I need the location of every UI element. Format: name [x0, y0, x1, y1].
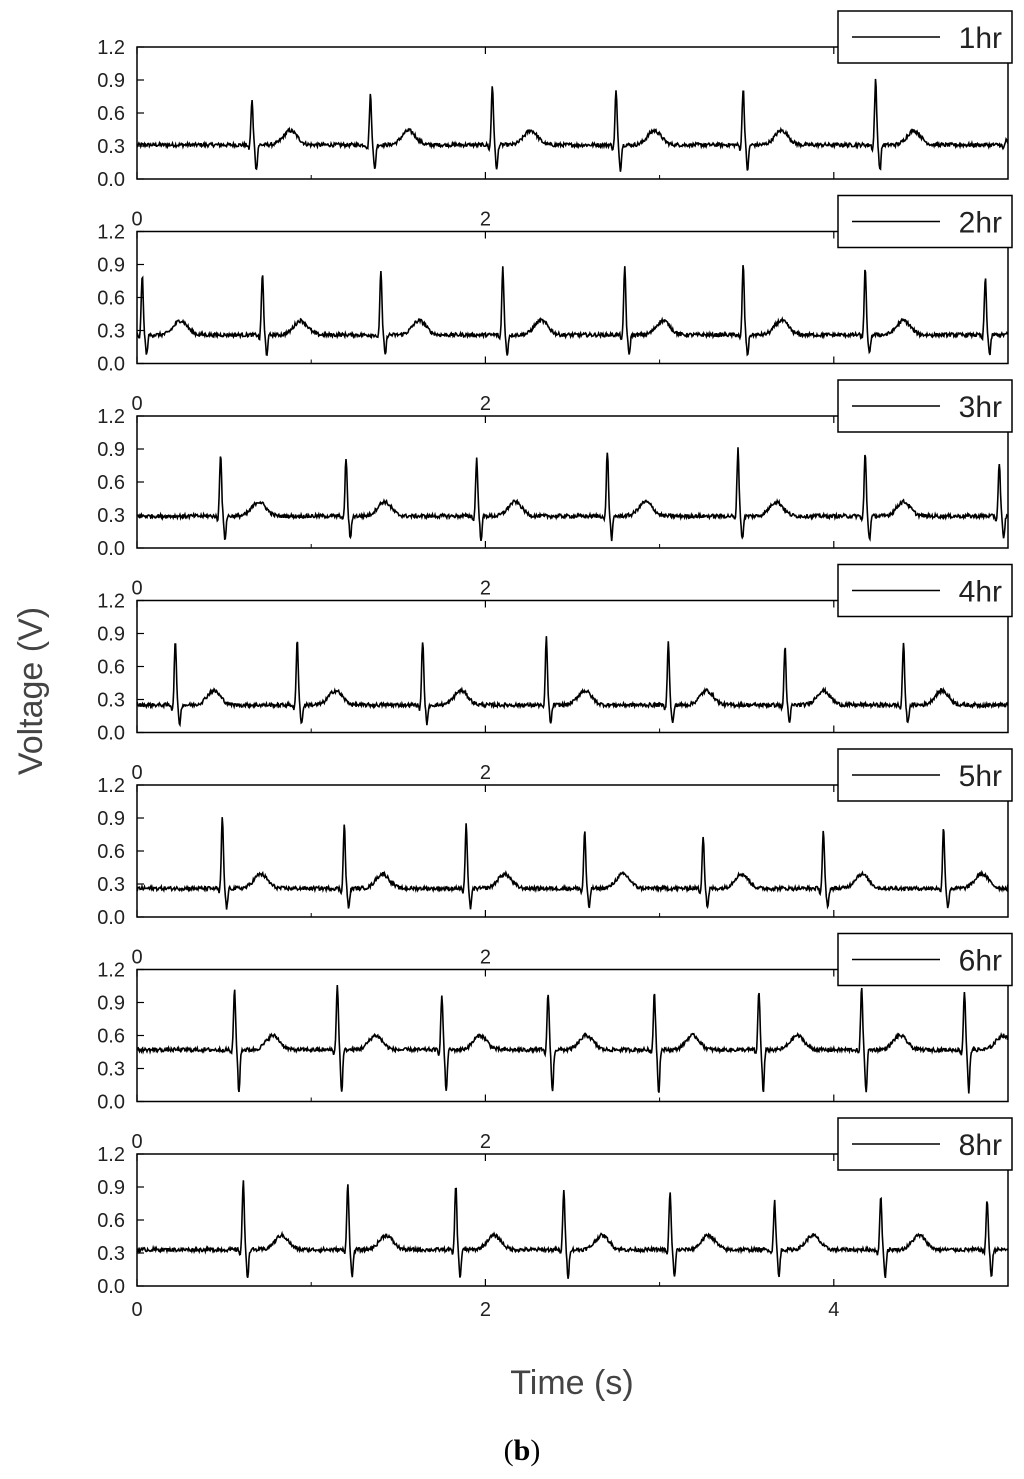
x-top-tick-label: 2 — [480, 578, 491, 600]
y-tick-label: 1.2 — [97, 775, 125, 797]
y-tick-label: 1.2 — [97, 37, 125, 59]
y-tick-label: 0.3 — [97, 505, 125, 527]
ecg-trace-5hr — [137, 817, 1008, 910]
x-top-tick-label: 0 — [131, 1131, 142, 1153]
x-top-tick-label: 2 — [480, 209, 491, 231]
panel-3hr: 0.0 0.3 0.6 0.9 1.2 0 2 3hr — [97, 379, 1013, 560]
legend-label: 2hr — [959, 207, 1002, 240]
y-tick-label: 0.0 — [97, 354, 125, 376]
legend-label: 6hr — [959, 945, 1002, 978]
y-tick-label: 0.6 — [97, 841, 125, 863]
panel-frame — [136, 415, 1009, 549]
panel-frame — [136, 968, 1009, 1103]
ecg-trace-6hr — [137, 985, 1008, 1094]
y-tick-label: 0.9 — [97, 808, 125, 830]
y-tick-label: 0.6 — [97, 472, 125, 494]
y-tick-label: 1.2 — [97, 591, 125, 613]
y-tick-label: 0.6 — [97, 657, 125, 679]
y-tick-label: 0.0 — [97, 907, 125, 929]
x-tick-label: 4 — [828, 1299, 839, 1321]
y-tick-label: 0.6 — [97, 1210, 125, 1232]
y-tick-label: 0.0 — [97, 1092, 125, 1114]
panel-8hr: 0.0 0.3 0.6 0.9 1.2 0 2 4 0 2 8hr — [97, 1117, 1013, 1321]
panel-frame — [136, 599, 1009, 734]
x-top-tick-label: 2 — [480, 393, 491, 415]
legend-label: 8hr — [959, 1129, 1002, 1162]
panel-4hr: 0.0 0.3 0.6 0.9 1.2 0 2 4hr — [97, 563, 1013, 745]
panel-1hr: 0.0 0.3 0.6 0.9 1.2 1hr — [97, 10, 1013, 191]
x-tick-label: 0 — [131, 1299, 142, 1321]
y-tick-label: 0.0 — [97, 723, 125, 745]
y-tick-label: 0.0 — [97, 538, 125, 560]
y-tick-label: 0.0 — [97, 1276, 125, 1298]
ecg-trace-4hr — [137, 636, 1008, 728]
y-tick-label: 0.3 — [97, 136, 125, 158]
x-top-tick-label: 0 — [131, 393, 142, 415]
legend-label: 1hr — [959, 22, 1002, 55]
y-tick-label: 0.6 — [97, 103, 125, 125]
y-tick-label: 0.9 — [97, 993, 125, 1015]
x-top-tick-label: 2 — [480, 1131, 491, 1153]
figure-caption: (b) — [504, 1434, 541, 1467]
y-tick-label: 1.2 — [97, 222, 125, 244]
panel-5hr: 0.0 0.3 0.6 0.9 1.2 0 2 5hr — [97, 748, 1013, 929]
y-tick-label: 1.2 — [97, 960, 125, 982]
y-tick-label: 0.3 — [97, 1059, 125, 1081]
panel-frame — [136, 1153, 1009, 1287]
y-tick-label: 0.3 — [97, 321, 125, 343]
x-top-tick-label: 2 — [480, 947, 491, 969]
panel-frame — [136, 784, 1009, 918]
ecg-trace-3hr — [137, 447, 1008, 543]
caption-open: ( — [504, 1434, 514, 1467]
y-tick-label: 1.2 — [97, 1144, 125, 1166]
y-tick-label: 0.6 — [97, 288, 125, 310]
caption-letter: b — [514, 1434, 531, 1467]
x-top-tick-label: 0 — [131, 209, 142, 231]
y-tick-label: 0.3 — [97, 690, 125, 712]
panel-2hr: 0.0 0.3 0.6 0.9 1.2 0 2 2hr — [97, 194, 1013, 376]
y-tick-label: 0.9 — [97, 1177, 125, 1199]
y-tick-label: 0.0 — [97, 169, 125, 191]
ecg-trace-1hr — [137, 78, 1008, 172]
legend-label: 4hr — [959, 576, 1002, 609]
y-tick-label: 1.2 — [97, 406, 125, 428]
y-tick-label: 0.6 — [97, 1026, 125, 1048]
y-tick-label: 0.3 — [97, 874, 125, 896]
x-axis-title: Time (s) — [510, 1364, 633, 1402]
x-top-tick-label: 0 — [131, 578, 142, 600]
caption-close: ) — [530, 1434, 540, 1467]
x-top-tick-label: 0 — [131, 762, 142, 784]
y-tick-label: 0.3 — [97, 1243, 125, 1265]
y-axis-title: Voltage (V) — [12, 607, 50, 775]
x-top-tick-label: 2 — [480, 762, 491, 784]
legend-label: 5hr — [959, 760, 1002, 793]
y-tick-label: 0.9 — [97, 70, 125, 92]
y-tick-label: 0.9 — [97, 439, 125, 461]
x-tick-label: 2 — [480, 1299, 491, 1321]
x-top-tick-label: 0 — [131, 947, 142, 969]
y-tick-label: 0.9 — [97, 255, 125, 277]
axis-titles: Voltage (V) Time (s) — [12, 607, 634, 1402]
ecg-trace-8hr — [137, 1180, 1008, 1279]
legend-label: 3hr — [959, 391, 1002, 424]
y-tick-label: 0.9 — [97, 624, 125, 646]
panel-6hr: 0.0 0.3 0.6 0.9 1.2 0 2 6hr — [97, 932, 1013, 1114]
ecg-trace-2hr — [137, 265, 1008, 357]
